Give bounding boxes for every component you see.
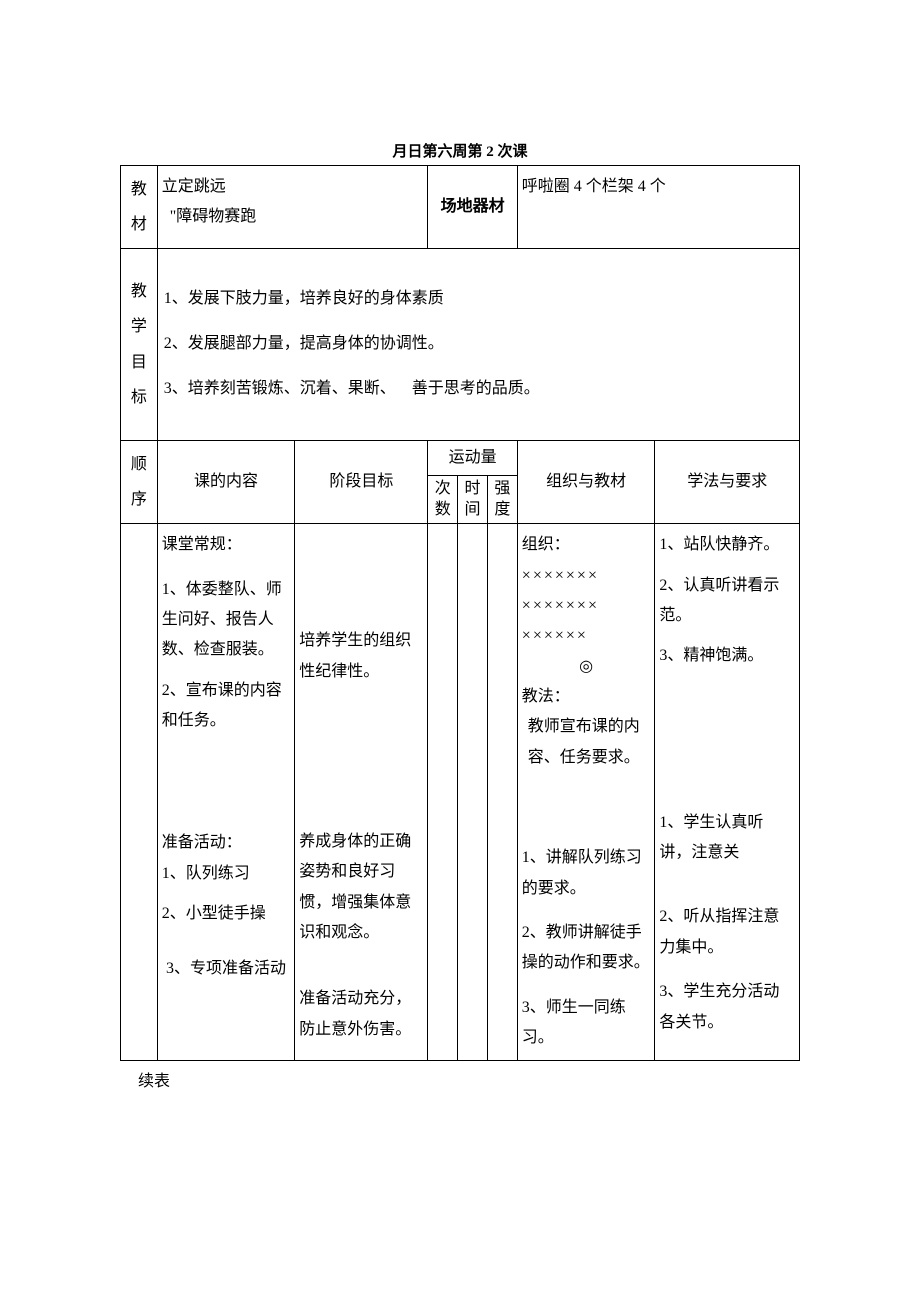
seq-cell bbox=[121, 524, 158, 1060]
intensity-cell bbox=[487, 524, 517, 1060]
lesson-plan-table: 教材 立定跳远 "障碍物赛跑 场地器材 呼啦圈 4 个栏架 4 个 教学目标 1… bbox=[120, 165, 800, 1061]
field-value: 呼啦圈 4 个栏架 4 个 bbox=[517, 166, 799, 249]
org-cell: 组织： ××××××× ××××××× ×××××× ◎ 教法： 教师宣布课的内… bbox=[517, 524, 655, 1060]
col-seq: 顺序 bbox=[121, 440, 158, 523]
col-phase: 阶段目标 bbox=[295, 440, 428, 523]
label-field: 场地器材 bbox=[428, 166, 517, 249]
footer-continued: 续表 bbox=[138, 1067, 800, 1091]
material-content: 立定跳远 "障碍物赛跑 bbox=[157, 166, 428, 249]
label-material: 教材 bbox=[121, 166, 158, 249]
label-goals: 教学目标 bbox=[121, 249, 158, 440]
times-cell bbox=[428, 524, 458, 1060]
col-org: 组织与教材 bbox=[517, 440, 655, 523]
method-cell: 1、站队快静齐。 2、认真听讲看示范。 3、精神饱满。 1、学生认真听讲，注意关… bbox=[655, 524, 800, 1060]
page-title: 月日第六周第 2 次课 bbox=[120, 140, 800, 161]
col-content: 课的内容 bbox=[157, 440, 295, 523]
phase-cell: 培养学生的组织性纪律性。 养成身体的正确姿势和良好习惯，增强集体意识和观念。 准… bbox=[295, 524, 428, 1060]
col-method: 学法与要求 bbox=[655, 440, 800, 523]
goals-content: 1、发展下肢力量，培养良好的身体素质 2、发展腿部力量，提高身体的协调性。 3、… bbox=[157, 249, 799, 440]
col-times: 次数 bbox=[428, 476, 458, 524]
time-cell bbox=[458, 524, 488, 1060]
col-intensity: 强度 bbox=[487, 476, 517, 524]
content-cell: 课堂常规： 1、体委整队、师生问好、报告人数、检查服装。 2、宣布课的内容和任务… bbox=[157, 524, 295, 1060]
col-amount: 运动量 bbox=[428, 440, 517, 476]
col-time: 时间 bbox=[458, 476, 488, 524]
